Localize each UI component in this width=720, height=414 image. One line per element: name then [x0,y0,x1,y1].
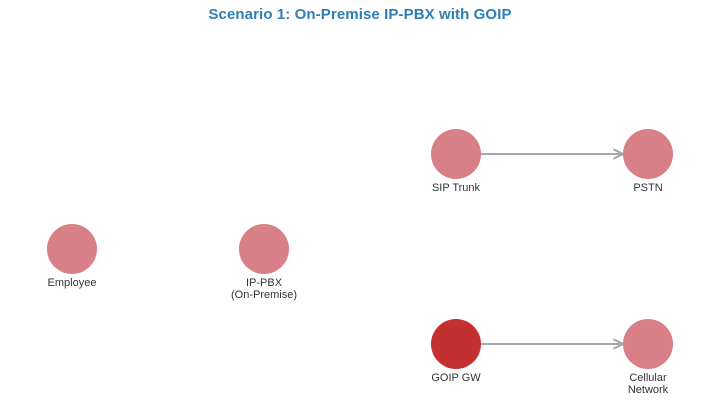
node-label-ip-pbx: IP-PBX (On-Premise) [230,277,298,301]
node-label-goip-gw: GOIP GW [431,372,481,384]
node-label-sip-trunk: SIP Trunk [431,182,481,194]
node-cellular-network[interactable] [623,319,673,369]
node-pstn[interactable] [623,129,673,179]
node-label-pstn: PSTN [633,182,663,194]
node-label-cellular-network: Cellular Network [627,372,669,396]
diagram-title: Scenario 1: On-Premise IP-PBX with GOIP [208,6,512,23]
node-sip-trunk[interactable] [431,129,481,179]
node-ip-pbx[interactable] [239,224,289,274]
node-employee[interactable] [47,224,97,274]
node-label-employee: Employee [47,277,97,289]
node-goip-gw[interactable] [431,319,481,369]
